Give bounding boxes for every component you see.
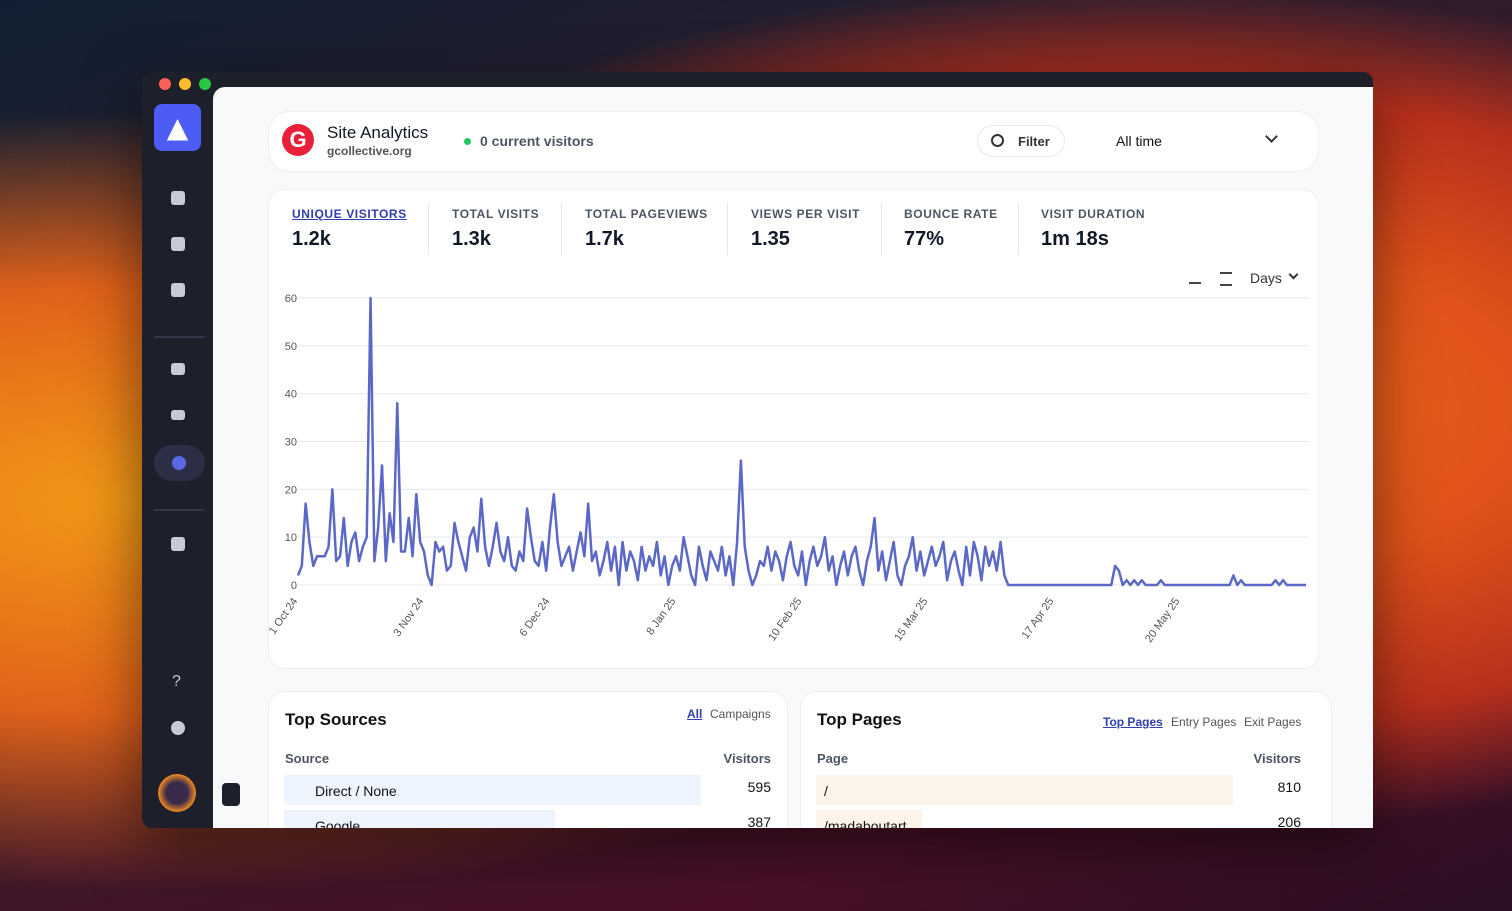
interval-select[interactable]: Days <box>1250 270 1282 286</box>
metric-value: 1.3k <box>452 228 491 250</box>
download-icon[interactable] <box>1189 270 1201 284</box>
media-icon[interactable] <box>171 283 185 297</box>
metric-label[interactable]: BOUNCE RATE <box>904 207 998 221</box>
tab[interactable]: Campaigns <box>710 707 771 721</box>
minimize-button[interactable] <box>179 78 191 90</box>
site-title: Site Analytics <box>327 123 429 142</box>
row-label[interactable]: / <box>824 783 828 799</box>
site-header <box>268 111 1319 172</box>
row-label[interactable]: Direct / None <box>315 783 397 799</box>
tab[interactable]: All <box>687 707 703 721</box>
home-icon[interactable] <box>171 191 185 205</box>
zoom-button[interactable] <box>199 78 211 90</box>
card-title: Top Pages <box>817 710 902 729</box>
x-tick-label: 6 Dec 24 <box>517 596 552 639</box>
row-bar <box>816 775 1233 805</box>
y-tick-label: 60 <box>285 293 297 305</box>
row-label[interactable]: /madaboutart <box>824 818 907 828</box>
y-tick-label: 0 <box>291 580 297 592</box>
column-header: Page <box>817 751 849 766</box>
visitors-line <box>296 296 1306 587</box>
x-tick-label: 15 Mar 25 <box>892 596 930 643</box>
y-tick-label: 10 <box>285 532 297 544</box>
card-title: Top Sources <box>285 710 387 729</box>
metric-value: 1.2k <box>292 228 331 250</box>
metric-label[interactable]: TOTAL PAGEVIEWS <box>585 207 708 221</box>
metric-value: 77% <box>904 228 945 250</box>
x-tick-label: 3 Nov 24 <box>391 596 426 639</box>
user-avatar[interactable] <box>158 774 196 812</box>
metric-value: 1.35 <box>751 228 790 250</box>
current-visitors: 0 current visitors <box>480 133 594 149</box>
close-button[interactable] <box>159 78 171 90</box>
plugin-icon[interactable] <box>171 537 185 551</box>
active-nav[interactable] <box>154 445 205 481</box>
column-header: Visitors <box>723 751 771 766</box>
site-favicon: G <box>282 124 314 156</box>
separator <box>154 336 204 338</box>
tab[interactable]: Exit Pages <box>1244 715 1302 729</box>
y-tick-label: 50 <box>285 341 297 353</box>
collapse-sidebar[interactable] <box>222 783 240 806</box>
column-header: Source <box>285 751 330 766</box>
metric-label[interactable]: UNIQUE VISITORS <box>292 207 407 221</box>
x-tick-label: 17 Apr 25 <box>1020 596 1057 641</box>
x-tick-label: 1 Oct 24 <box>267 596 301 637</box>
help-icon[interactable]: ? <box>172 673 181 690</box>
x-tick-label: 8 Jan 25 <box>644 596 678 637</box>
date-range[interactable]: All time <box>1116 133 1162 149</box>
metrics-card <box>268 189 1319 669</box>
top-pages-card <box>800 691 1332 828</box>
row-bar <box>816 810 923 828</box>
main-content: G Site Analytics gcollective.org 0 curre… <box>213 87 1373 828</box>
settings-icon[interactable] <box>171 721 185 735</box>
y-tick-label: 30 <box>285 437 297 449</box>
row-bar <box>284 810 556 828</box>
column-header: Visitors <box>1253 751 1301 766</box>
metric-label[interactable]: VISIT DURATION <box>1041 207 1146 221</box>
visitors-chart: 0 10 20 30 40 50 60 1 Oct 24 3 Nov 24 6 Dec 24 8 J… <box>267 293 1308 645</box>
row-bar <box>284 775 701 805</box>
filter-label: Filter <box>1018 134 1050 149</box>
row-value: 387 <box>747 814 771 828</box>
y-tick-label: 40 <box>285 389 297 401</box>
row-label[interactable]: Google <box>315 818 361 828</box>
y-tick-label: 20 <box>285 484 297 496</box>
tab[interactable]: Top Pages <box>1103 715 1163 729</box>
sort-icon[interactable] <box>1220 272 1232 286</box>
row-value: 810 <box>1277 779 1301 795</box>
metric-value: 1.7k <box>585 228 624 250</box>
app-logo[interactable]: ▲ <box>154 104 201 151</box>
redirect-icon[interactable] <box>171 410 185 420</box>
separator <box>154 509 204 511</box>
x-tick-label: 10 Feb 25 <box>766 596 804 643</box>
list-icon[interactable] <box>171 363 185 375</box>
live-dot <box>464 138 471 145</box>
metric-label[interactable]: TOTAL VISITS <box>452 207 540 221</box>
top-sources-card <box>268 691 788 828</box>
tab[interactable]: Entry Pages <box>1171 715 1237 729</box>
metric-label[interactable]: VIEWS PER VISIT <box>751 207 861 221</box>
x-tick-label: 20 May 25 <box>1143 596 1182 645</box>
site-domain: gcollective.org <box>327 144 412 158</box>
metric-value: 1m 18s <box>1041 228 1109 250</box>
filter-button[interactable]: Filter <box>977 125 1065 157</box>
edit-icon[interactable] <box>171 237 185 251</box>
row-value: 206 <box>1277 814 1301 828</box>
row-value: 595 <box>747 779 771 795</box>
